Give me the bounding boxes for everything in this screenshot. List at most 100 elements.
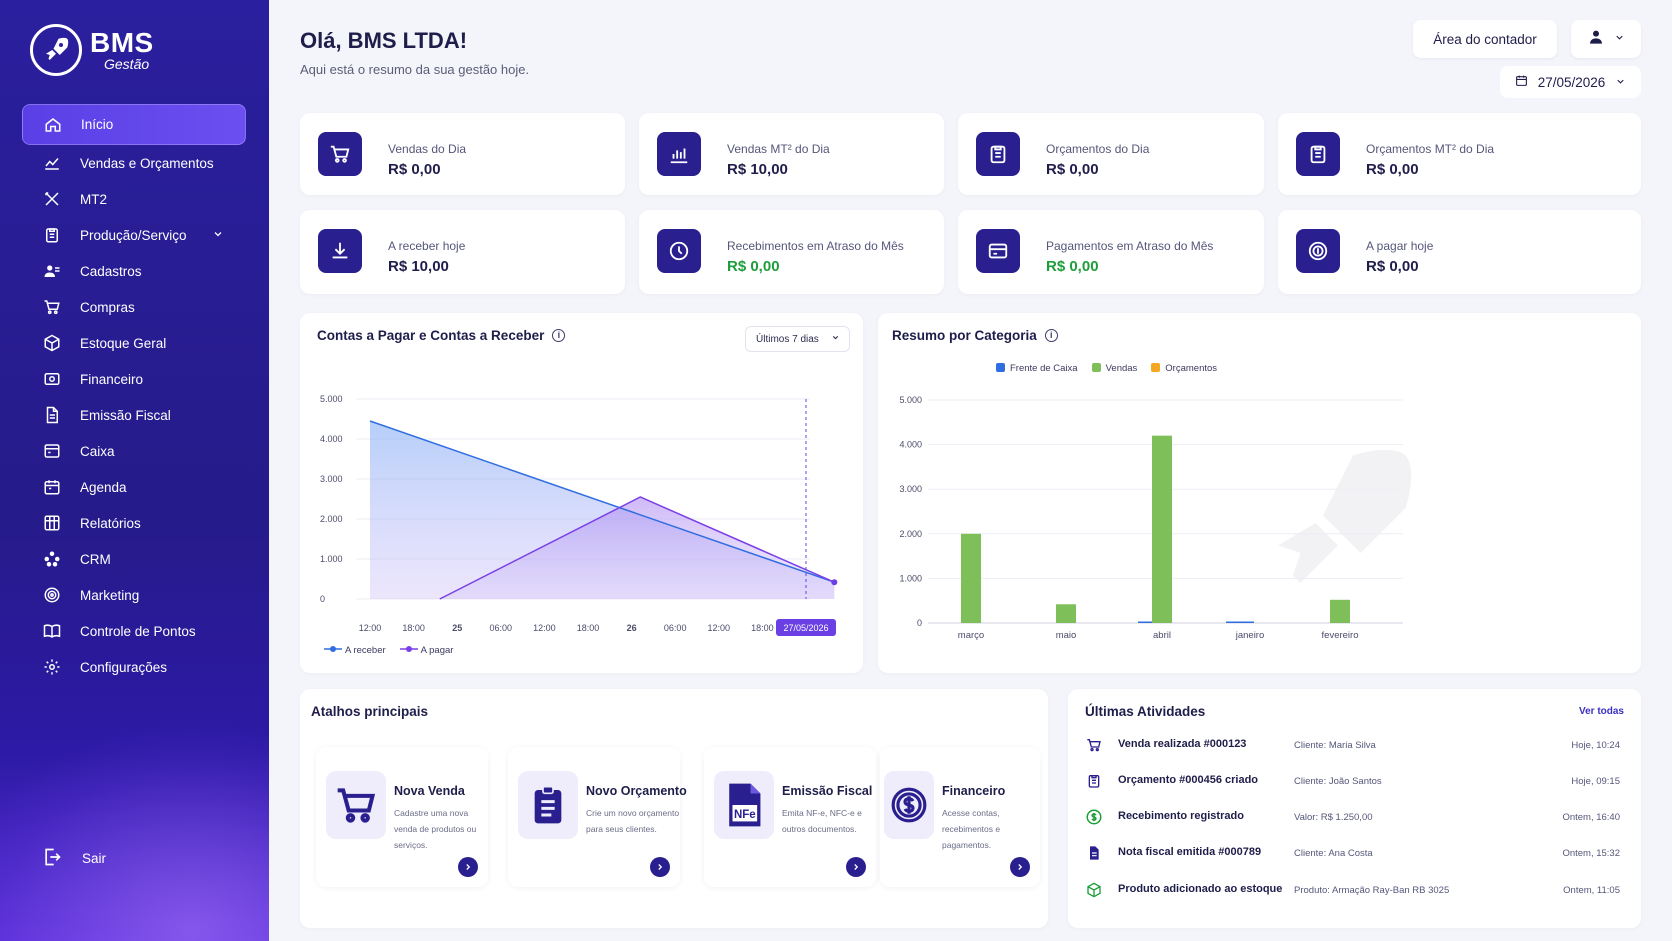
activity-detail: Cliente: João Santos (1294, 776, 1382, 787)
sidebar: BMS Gestão Início Vendas e Orçamentos MT… (0, 0, 269, 941)
activity-detail: Produto: Armação Ray-Ban RB 3025 (1294, 885, 1450, 896)
shortcut-emissao-fiscal[interactable]: NFe Emissão Fiscal Emita NF-e, NFC-e e o… (704, 747, 876, 887)
money-icon (42, 369, 62, 389)
stat-card-vendas-mt2[interactable]: Vendas MT² do Dia R$ 10,00 (639, 113, 944, 195)
date-value: 27/05/2026 (1537, 74, 1606, 90)
sidebar-item-inicio[interactable]: Início (22, 104, 246, 145)
activity-row[interactable]: Venda realizada #000123 Cliente: Maria S… (1084, 731, 1620, 759)
info-icon[interactable]: i (1044, 329, 1058, 342)
sidebar-item-label: Início (81, 117, 114, 132)
sidebar-item-relatorios[interactable]: Relatórios (22, 505, 246, 541)
chevron-down-icon (1615, 75, 1626, 90)
activity-time: Ontem, 11:05 (1563, 885, 1620, 896)
sidebar-item-label: Emissão Fiscal (80, 407, 171, 423)
sidebar-item-vendas[interactable]: Vendas e Orçamentos (22, 145, 246, 181)
sidebar-item-caixa[interactable]: Caixa (22, 433, 246, 469)
info-icon[interactable]: i (552, 329, 566, 342)
brand-logo[interactable]: BMS Gestão (30, 24, 154, 76)
activity-time: Hoje, 10:24 (1571, 740, 1620, 751)
sidebar-item-producao[interactable]: Produção/Serviço (22, 217, 246, 253)
date-picker[interactable]: 27/05/2026 (1500, 66, 1641, 98)
stat-label: Orçamentos do Dia (1046, 142, 1150, 156)
stat-value: R$ 10,00 (727, 161, 788, 178)
logout-icon (42, 847, 62, 870)
sidebar-item-crm[interactable]: CRM (22, 541, 246, 577)
shortcut-novo-orcamento[interactable]: Novo Orçamento Crie um novo orçamento pa… (508, 747, 687, 887)
sidebar-item-configuracoes[interactable]: Configurações (22, 649, 246, 685)
activity-time: Ontem, 16:40 (1562, 812, 1620, 823)
legend-item-frente-caixa[interactable]: Frente de Caixa (996, 363, 1078, 374)
x-tick-label: 12:00 (359, 623, 382, 633)
y-tick-label: 4.000 (899, 440, 922, 450)
stat-card-vendas-dia[interactable]: Vendas do Dia R$ 0,00 (300, 113, 625, 195)
stat-card-recebimentos-atraso[interactable]: Recebimentos em Atraso do Mês R$ 0,00 (639, 210, 944, 294)
user-menu-button[interactable] (1571, 20, 1641, 58)
see-all-link[interactable]: Ver todas (1578, 706, 1624, 717)
sidebar-item-label: Cadastros (80, 263, 142, 279)
dollar-icon (1084, 807, 1104, 827)
legend-item-pagar[interactable]: A pagar (399, 645, 453, 656)
logout-button[interactable]: Sair (42, 847, 106, 870)
sidebar-item-mt2[interactable]: MT2 (22, 181, 246, 217)
chevron-down-icon[interactable] (212, 228, 224, 243)
legend-item-orcamentos[interactable]: Orçamentos (1151, 363, 1217, 374)
sidebar-item-label: Compras (80, 299, 135, 315)
rocket-watermark-icon (1278, 449, 1412, 583)
sidebar-item-label: Agenda (80, 479, 127, 495)
stat-card-a-receber[interactable]: A receber hoje R$ 10,00 (300, 210, 625, 294)
sidebar-nav: Início Vendas e Orçamentos MT2 Produção/… (22, 104, 246, 685)
x-tick-label: 26 (627, 623, 637, 633)
x-tick-label: fevereiro (1322, 630, 1359, 641)
stat-card-orcamentos-mt2[interactable]: Orçamentos MT² do Dia R$ 0,00 (1278, 113, 1641, 195)
sidebar-item-pontos[interactable]: Controle de Pontos (22, 613, 246, 649)
sidebar-item-estoque[interactable]: Estoque Geral (22, 325, 246, 361)
legend-item-vendas[interactable]: Vendas (1091, 363, 1137, 374)
bar-vendas (1152, 435, 1172, 623)
cart-icon (42, 297, 62, 317)
sidebar-item-compras[interactable]: Compras (22, 289, 246, 325)
calendar-icon (1515, 74, 1528, 90)
logout-label: Sair (82, 851, 107, 866)
legend-item-receber[interactable]: A receber (324, 645, 386, 656)
chart-legend: A receber A pagar (324, 645, 453, 656)
card-icon (976, 229, 1020, 273)
nfe-icon: NFe (714, 771, 774, 839)
sidebar-item-cadastros[interactable]: Cadastros (22, 253, 246, 289)
y-tick-label: 0 (320, 594, 325, 604)
stat-label: Vendas do Dia (388, 142, 467, 156)
x-tick-label: 18:00 (751, 623, 774, 633)
sidebar-item-agenda[interactable]: Agenda (22, 469, 246, 505)
activity-row[interactable]: Orçamento #000456 criado Cliente: João S… (1084, 767, 1620, 795)
shortcut-title: Novo Orçamento (586, 784, 687, 798)
sidebar-item-financeiro[interactable]: Financeiro (22, 361, 246, 397)
accountant-area-button[interactable]: Área do contador (1413, 20, 1557, 58)
recent-activities-panel: Últimas Atividades Ver todas Venda reali… (1068, 689, 1641, 928)
period-select[interactable]: Últimos 7 dias (745, 326, 850, 352)
chevron-right-icon[interactable] (650, 857, 670, 877)
shortcut-financeiro[interactable]: Financeiro Acesse contas, recebimentos e… (880, 747, 1040, 887)
sidebar-item-label: Controle de Pontos (80, 623, 196, 639)
chevron-right-icon[interactable] (458, 857, 478, 877)
sidebar-item-emissao[interactable]: Emissão Fiscal (22, 397, 246, 433)
shortcut-title: Financeiro (942, 784, 1006, 798)
activity-row[interactable]: Nota fiscal emitida #000789 Cliente: Ana… (1084, 839, 1620, 867)
activity-detail: Cliente: Ana Costa (1294, 848, 1373, 859)
shortcut-nova-venda[interactable]: Nova Venda Cadastre uma nova venda de pr… (316, 747, 488, 887)
chevron-right-icon[interactable] (846, 857, 866, 877)
stat-card-orcamentos-dia[interactable]: Orçamentos do Dia R$ 0,00 (958, 113, 1264, 195)
activity-row[interactable]: Produto adicionado ao estoque Produto: A… (1084, 876, 1620, 904)
bar-frente-de-caixa (1226, 621, 1254, 623)
sidebar-item-label: Financeiro (80, 371, 144, 387)
gear-icon (42, 657, 62, 677)
panel-title: Contas a Pagar e Contas a Receber i (317, 328, 566, 343)
sidebar-item-marketing[interactable]: Marketing (22, 577, 246, 613)
chevron-right-icon[interactable] (1010, 857, 1030, 877)
document-icon (1084, 843, 1104, 863)
stat-card-a-pagar[interactable]: A pagar hoje R$ 0,00 (1278, 210, 1641, 294)
activity-row[interactable]: Recebimento registrado Valor: R$ 1.250,0… (1084, 803, 1620, 831)
stat-card-pagamentos-atraso[interactable]: Pagamentos em Atraso do Mês R$ 0,00 (958, 210, 1264, 294)
box-icon (42, 333, 62, 353)
sidebar-item-label: Vendas e Orçamentos (80, 155, 214, 171)
x-tick-label: março (958, 630, 984, 641)
sidebar-item-label: Configurações (80, 659, 168, 675)
